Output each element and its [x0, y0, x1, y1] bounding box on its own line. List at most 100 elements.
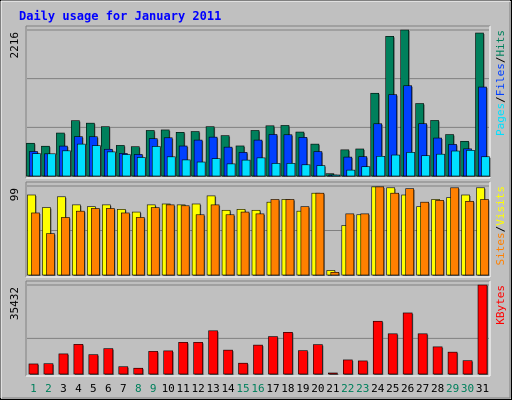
day-label-28: 28 — [431, 382, 444, 395]
bar-kbytes-day-22 — [343, 359, 353, 375]
bar-sites-day-18 — [285, 199, 295, 276]
bar-pages-day-7 — [121, 154, 131, 177]
bar-pages-day-4 — [77, 143, 86, 177]
bar-kbytes-day-16 — [253, 344, 263, 375]
legend-entry: / — [494, 226, 507, 233]
bar-pages-day-1 — [32, 153, 41, 177]
panel-kbytes: 35432 KBytes — [8, 280, 507, 377]
bar-sites-day-9 — [150, 207, 160, 276]
day-label-13: 13 — [206, 382, 219, 395]
bar-kbytes-day-27 — [417, 333, 428, 375]
bar-kbytes-day-3 — [58, 353, 69, 375]
legend-entry: KBytes — [494, 285, 507, 325]
day-label-9: 9 — [150, 382, 157, 395]
y-max-label: 99 — [8, 188, 21, 201]
day-label-22: 22 — [341, 382, 354, 395]
day-label-5: 5 — [90, 382, 97, 395]
bar-pages-day-17 — [271, 163, 281, 177]
bar-sites-day-8 — [135, 217, 145, 276]
day-label-2: 2 — [45, 382, 52, 395]
bar-pages-day-16 — [256, 157, 266, 177]
day-label-7: 7 — [120, 382, 127, 395]
bar-sites-day-2 — [46, 233, 55, 276]
bar-sites-day-10 — [165, 204, 175, 276]
bar-kbytes-day-20 — [313, 344, 323, 375]
bar-kbytes-day-6 — [103, 348, 114, 375]
day-label-14: 14 — [221, 382, 235, 395]
bar-pages-day-12 — [196, 161, 206, 177]
legend-entry: Hits — [494, 30, 507, 57]
bar-sites-day-6 — [106, 208, 115, 276]
bar-pages-day-27 — [421, 155, 430, 177]
bar-kbytes-day-21 — [328, 372, 338, 375]
day-label-11: 11 — [177, 382, 190, 395]
bar-kbytes-day-12 — [193, 342, 203, 375]
day-label-18: 18 — [281, 382, 294, 395]
day-label-26: 26 — [401, 382, 414, 395]
bar-sites-day-1 — [31, 212, 40, 276]
bar-sites-day-16 — [255, 213, 265, 276]
bar-pages-day-13 — [211, 158, 221, 177]
y-max-label: 35432 — [8, 287, 21, 320]
bar-kbytes-day-18 — [283, 332, 293, 375]
legend-entry: / — [494, 57, 507, 64]
bar-pages-day-30 — [466, 150, 475, 177]
bar-sites-day-3 — [61, 217, 70, 276]
bar-pages-day-2 — [47, 153, 56, 177]
bar-sites-day-27 — [420, 201, 429, 276]
bar-pages-day-29 — [451, 150, 460, 177]
bar-pages-day-10 — [166, 156, 176, 177]
day-label-20: 20 — [311, 382, 324, 395]
bar-sites-day-15 — [240, 211, 250, 276]
bar-pages-day-5 — [92, 145, 101, 177]
bar-sites-day-30 — [465, 200, 474, 276]
panel-legend: Pages/Files/Hits — [494, 30, 507, 136]
bar-kbytes-day-30 — [462, 360, 473, 375]
day-label-25: 25 — [386, 382, 399, 395]
bar-sites-day-11 — [180, 205, 190, 276]
legend-entry: Pages — [494, 103, 507, 136]
bar-kbytes-day-4 — [73, 344, 84, 375]
bar-kbytes-day-7 — [118, 366, 129, 375]
bar-pages-day-9 — [151, 146, 161, 177]
bar-kbytes-day-25 — [387, 333, 398, 375]
bar-pages-day-24 — [376, 156, 386, 177]
y-max-label: 2216 — [8, 32, 21, 59]
bar-pages-day-28 — [436, 153, 445, 177]
series-sites — [31, 186, 490, 276]
bar-kbytes-day-23 — [357, 360, 368, 375]
bar-kbytes-day-14 — [223, 349, 233, 375]
day-label-15: 15 — [236, 382, 249, 395]
day-label-17: 17 — [266, 382, 279, 395]
bar-kbytes-day-15 — [238, 362, 248, 375]
bar-sites-day-22 — [345, 213, 355, 276]
bar-sites-day-24 — [375, 186, 385, 276]
bar-sites-day-14 — [225, 214, 235, 276]
bar-sites-day-7 — [120, 212, 130, 276]
bar-kbytes-day-19 — [298, 350, 308, 375]
series-pages — [32, 143, 491, 177]
day-label-3: 3 — [60, 382, 67, 395]
series-kbytes — [28, 284, 489, 375]
chart-title: Daily usage for January 2011 — [19, 9, 221, 23]
bar-sites-day-12 — [195, 214, 205, 276]
bar-kbytes-day-28 — [432, 346, 443, 375]
bar-pages-day-31 — [481, 156, 490, 177]
bar-pages-day-18 — [286, 163, 296, 177]
day-label-19: 19 — [296, 382, 309, 395]
bar-kbytes-day-29 — [447, 351, 458, 375]
bar-pages-day-25 — [391, 154, 401, 177]
bar-sites-day-5 — [91, 208, 100, 276]
bar-sites-day-4 — [76, 210, 85, 276]
bar-kbytes-day-1 — [28, 363, 39, 375]
bar-kbytes-day-31 — [477, 284, 488, 375]
day-label-21: 21 — [326, 382, 339, 395]
day-label-4: 4 — [75, 382, 82, 395]
day-label-30: 30 — [461, 382, 474, 395]
bar-sites-day-25 — [390, 192, 400, 276]
day-label-10: 10 — [162, 382, 175, 395]
legend-entry: Files — [494, 63, 507, 96]
bar-pages-day-11 — [181, 159, 191, 177]
panel-legend: KBytes — [494, 285, 507, 325]
